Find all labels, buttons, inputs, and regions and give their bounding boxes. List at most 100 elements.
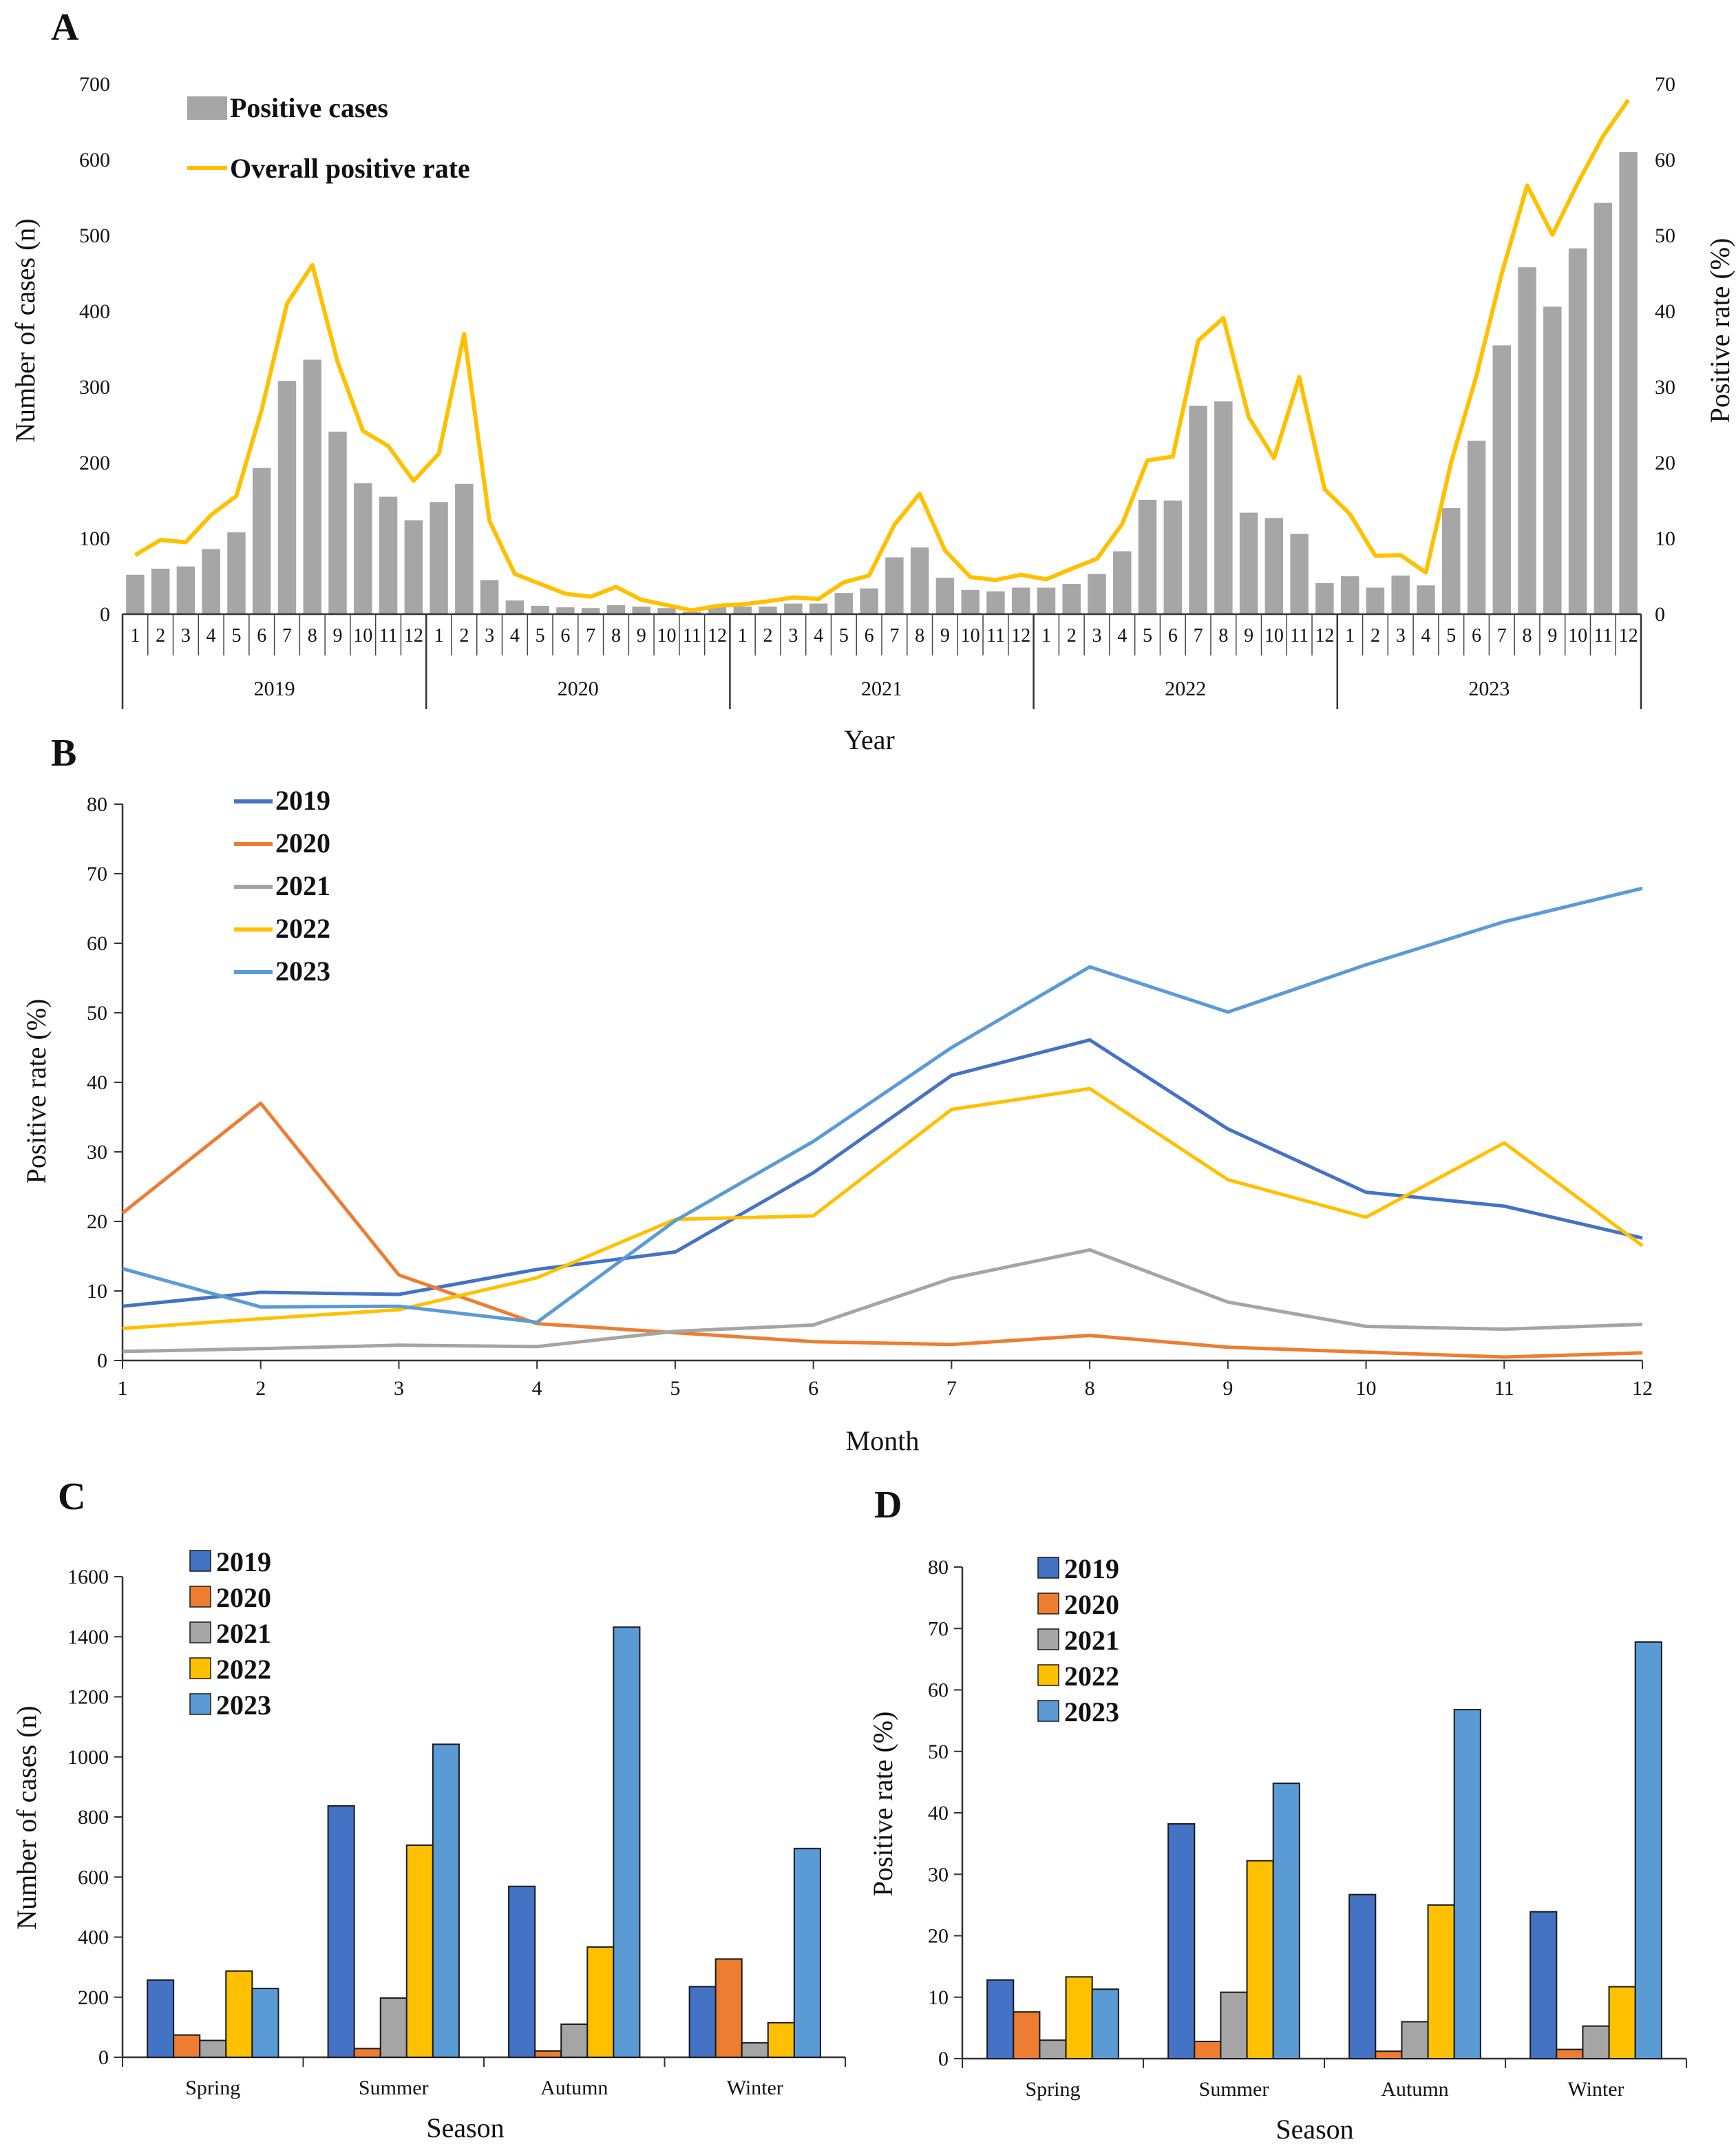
- panel-d-y-tick-label: 0: [938, 2048, 949, 2070]
- panel-c-chart: 0 200 400 600 800 1000 1200 1400 1600 Spring Summe…: [11, 1546, 846, 2143]
- legend-label-2019: 2019: [275, 785, 330, 816]
- legend-swatch-2019: [189, 1550, 211, 1572]
- panel-a-month-label: 10: [657, 625, 676, 647]
- panel-a-left-tick-label: 600: [79, 149, 110, 171]
- positive-cases-bar: [708, 607, 727, 614]
- panel-d-y-tick-label: 20: [928, 1925, 949, 1948]
- panel-b-y-tick-label: 40: [87, 1071, 107, 1094]
- panel-d-x-axis-title: Season: [1275, 2114, 1353, 2144]
- panel-a-right-tick-label: 30: [1655, 376, 1675, 399]
- panel-b-x-tick-label: 1: [118, 1377, 128, 1400]
- bar-2019-summer: [327, 1805, 355, 2058]
- legend-label-2023: 2023: [275, 956, 330, 987]
- positive-cases-bar: [1467, 441, 1486, 614]
- positive-cases-bar: [606, 605, 626, 614]
- positive-cases-bar: [784, 603, 803, 614]
- panel-a-month-label: 12: [1315, 625, 1334, 647]
- panel-a-right-tick-label: 10: [1655, 527, 1675, 550]
- legend-swatch-2022: [1037, 1664, 1059, 1686]
- panel-a-month-label: 6: [257, 625, 266, 647]
- panel-c-y-tick-label: 0: [98, 2046, 109, 2069]
- positive-cases-bar: [531, 605, 549, 614]
- panel-c-category-label: Autumn: [540, 2077, 608, 2099]
- panel-a-month-label: 3: [181, 625, 191, 647]
- panel-b-x-tick-label: 11: [1494, 1377, 1514, 1400]
- panel-a-month-label: 10: [353, 625, 372, 647]
- panel-a-month-label: 3: [788, 625, 798, 647]
- legend-swatch-2021: [1037, 1628, 1059, 1650]
- bar-2021-winter: [1582, 2025, 1610, 2060]
- positive-cases-bar: [354, 483, 372, 614]
- line-2021: [122, 1248, 1643, 1354]
- panel-b-x-tick-label: 8: [1085, 1377, 1095, 1400]
- panel-b-lines: [121, 886, 1644, 1359]
- panel-d-category-label: Autumn: [1381, 2078, 1448, 2101]
- panel-c-category-label: Summer: [359, 2077, 429, 2099]
- panel-a-month-label: 4: [207, 625, 216, 647]
- positive-cases-bar: [1366, 587, 1385, 614]
- panel-d-y-tick-label: 70: [928, 1617, 949, 1640]
- panel-c-y-axis-title: Number of cases (n): [11, 1705, 42, 1929]
- panel-a-month-label: 4: [510, 625, 520, 647]
- panel-a-month-label: 8: [1523, 625, 1532, 647]
- positive-cases-bar: [505, 600, 525, 614]
- positive-cases-bar: [1568, 248, 1587, 614]
- bar-2021-autumn: [1401, 2021, 1429, 2059]
- bar-2023-autumn: [1453, 1709, 1481, 2060]
- bar-2022-summer: [1246, 1860, 1274, 2059]
- panel-b-y-tick-label: 80: [87, 793, 107, 816]
- panel-a-month-label: 6: [560, 625, 570, 647]
- panel-c-y-tick-label: 800: [78, 1806, 109, 1829]
- panel-a-year-label: 2021: [861, 677, 902, 700]
- legend-swatch-2023: [189, 1693, 211, 1715]
- positive-cases-bar: [379, 496, 398, 614]
- panel-a-line: [134, 98, 1631, 613]
- panel-a-month-label: 12: [404, 625, 423, 647]
- panel-a-right-tick-label: 60: [1655, 149, 1675, 171]
- panel-b-x-tick-label: 6: [808, 1377, 818, 1400]
- panel-a-month-label: 4: [1117, 625, 1127, 647]
- panel-a-month-label: 11: [986, 625, 1005, 647]
- panel-a-year-label: 2022: [1165, 677, 1206, 700]
- panel-a-month-label: 3: [1396, 625, 1406, 647]
- panel-b-y-tick-label: 10: [87, 1280, 107, 1303]
- positive-cases-bar: [759, 607, 777, 614]
- line-2023: [122, 886, 1643, 1324]
- panel-a-month-label: 3: [1092, 625, 1102, 647]
- panel-letter-d: D: [874, 1484, 902, 1526]
- positive-cases-bar: [1239, 512, 1258, 614]
- legend-label-2022: 2022: [216, 1654, 271, 1685]
- panel-a-month-label: 11: [683, 625, 701, 647]
- panel-a-month-label: 10: [1568, 625, 1587, 647]
- panel-c-y-tick-label: 600: [78, 1866, 109, 1889]
- panel-b-x-tick-label: 10: [1356, 1377, 1377, 1400]
- panel-a-month-label: 12: [1011, 625, 1030, 647]
- positive-cases-bar: [1264, 518, 1284, 614]
- panel-a-month-label: 5: [1143, 625, 1152, 647]
- panel-a-month-label: 8: [915, 625, 924, 647]
- panel-letter-b: B: [51, 732, 76, 775]
- positive-cases-bar: [1340, 576, 1359, 614]
- panel-b-y-axis-title: Positive rate (%): [21, 999, 52, 1184]
- panel-a-left-tick-label: 700: [79, 73, 110, 96]
- positive-cases-bar: [430, 502, 448, 614]
- positive-cases-bar: [1113, 551, 1132, 614]
- positive-cases-bar: [834, 593, 854, 614]
- panel-c-category-label: Winter: [727, 2077, 783, 2099]
- panel-letter-c: C: [58, 1475, 85, 1518]
- panel-a-month-label: 2: [459, 625, 469, 647]
- legend-swatch-2022: [189, 1657, 211, 1679]
- bar-2021-summer: [379, 1997, 407, 2059]
- panel-a-x-axis-title: Year: [844, 724, 895, 755]
- panel-a-right-tick-label: 70: [1655, 73, 1675, 96]
- bar-2023-winter: [793, 1847, 821, 2058]
- bar-2019-autumn: [1348, 1893, 1377, 2059]
- panel-b-x-axis-title: Month: [846, 1425, 920, 1456]
- positive-cases-bar: [480, 580, 499, 614]
- positive-cases-bar: [1518, 267, 1536, 614]
- positive-cases-bar: [328, 431, 347, 614]
- positive-cases-bar: [202, 549, 220, 614]
- positive-cases-bar: [1594, 202, 1613, 614]
